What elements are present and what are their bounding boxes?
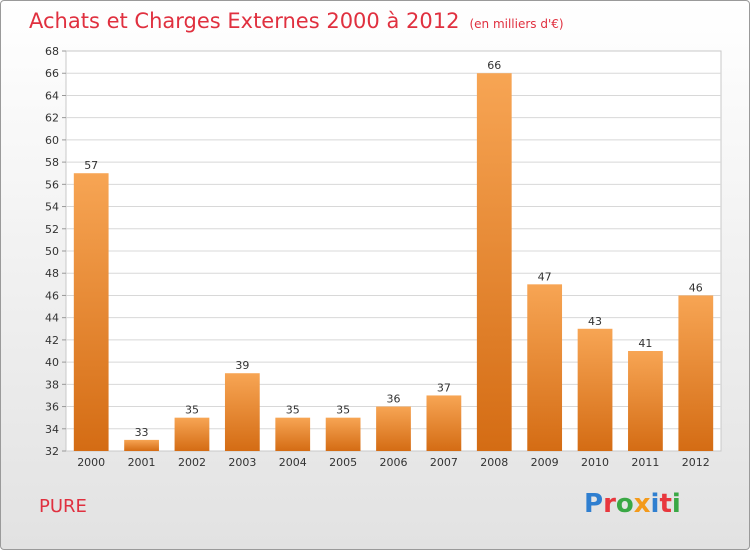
- value-label-2005: 35: [336, 404, 350, 417]
- value-label-2003: 39: [235, 359, 249, 372]
- value-label-2006: 36: [387, 393, 401, 406]
- logo-letter: x: [633, 489, 651, 519]
- logo-letter: t: [659, 489, 672, 519]
- logo-letter: P: [584, 489, 604, 519]
- x-tick-label-2002: 2002: [178, 456, 206, 469]
- logo-letter: i: [671, 489, 681, 519]
- y-axis-labels: 32 34 36 38 40 42 44 46 48 50 52 54 56 58 60 62 64 66 68: [45, 45, 66, 458]
- bar-2012[interactable]: [678, 295, 714, 451]
- y-tick-label: 58: [45, 156, 59, 169]
- x-tick-label-2005: 2005: [329, 456, 357, 469]
- bar-2006[interactable]: [376, 406, 411, 451]
- bar-2002[interactable]: [174, 417, 210, 451]
- bars: [73, 73, 714, 451]
- y-tick-label: 60: [45, 134, 59, 147]
- logo-letter: i: [650, 489, 660, 519]
- x-axis-labels: 2000 2001 2002 2003 2004 2005 2006 2007 2008 2009…: [77, 456, 710, 469]
- value-labels: 57 33 35 39 35 35 36 37 66 47 43 41 46: [84, 59, 703, 439]
- y-tick-label: 42: [45, 334, 59, 347]
- bar-2008[interactable]: [476, 73, 512, 451]
- bar-2004[interactable]: [275, 417, 311, 451]
- bar-2005[interactable]: [325, 417, 361, 451]
- y-tick-label: 50: [45, 245, 59, 258]
- x-tick-label-2008: 2008: [480, 456, 508, 469]
- y-tick-label: 54: [45, 201, 59, 214]
- value-label-2002: 35: [185, 404, 199, 417]
- value-label-2008: 66: [487, 59, 501, 72]
- value-label-2012: 46: [689, 281, 703, 294]
- bar-2003[interactable]: [224, 373, 260, 451]
- y-tick-label: 48: [45, 267, 59, 280]
- value-label-2010: 43: [588, 315, 602, 328]
- x-tick-label-2012: 2012: [682, 456, 710, 469]
- y-tick-label: 56: [45, 178, 59, 191]
- bar-2011[interactable]: [628, 351, 663, 451]
- x-tick-label-2003: 2003: [228, 456, 256, 469]
- y-tick-label: 36: [45, 401, 59, 414]
- y-tick-label: 64: [45, 89, 59, 102]
- x-tick-label-2001: 2001: [128, 456, 156, 469]
- value-label-2000: 57: [84, 159, 98, 172]
- proxiti-logo[interactable]: Proxiti: [584, 489, 681, 519]
- bar-2000[interactable]: [73, 173, 109, 451]
- chart-title: Achats et Charges Externes 2000 à 2012 (e…: [29, 9, 564, 33]
- y-tick-label: 44: [45, 312, 59, 325]
- y-tick-label: 32: [45, 445, 59, 458]
- chart-subtitle: (en milliers d'€): [469, 17, 564, 31]
- value-label-2009: 47: [538, 270, 552, 283]
- bar-2007[interactable]: [426, 395, 462, 451]
- value-label-2007: 37: [437, 381, 451, 394]
- value-label-2001: 33: [135, 426, 149, 439]
- x-tick-label-2006: 2006: [380, 456, 408, 469]
- y-tick-label: 34: [45, 423, 59, 436]
- town-name: PURE: [39, 496, 87, 517]
- x-tick-label-2007: 2007: [430, 456, 458, 469]
- x-tick-label-2009: 2009: [531, 456, 559, 469]
- chart-title-text: Achats et Charges Externes 2000 à 2012: [29, 9, 460, 33]
- bar-2009[interactable]: [527, 284, 563, 451]
- x-tick-label-2010: 2010: [581, 456, 609, 469]
- value-label-2011: 41: [638, 337, 652, 350]
- x-tick-label-2000: 2000: [77, 456, 105, 469]
- x-tick-label-2011: 2011: [631, 456, 659, 469]
- bar-2001[interactable]: [124, 439, 159, 451]
- y-tick-label: 66: [45, 67, 59, 80]
- y-tick-label: 52: [45, 223, 59, 236]
- logo-letter: o: [615, 489, 634, 519]
- y-tick-label: 40: [45, 356, 59, 369]
- y-tick-label: 68: [45, 45, 59, 58]
- y-tick-label: 62: [45, 112, 59, 125]
- bar-2010[interactable]: [577, 328, 613, 451]
- y-tick-label: 46: [45, 289, 59, 302]
- y-tick-label: 38: [45, 378, 59, 391]
- x-tick-label-2004: 2004: [279, 456, 307, 469]
- value-label-2004: 35: [286, 404, 300, 417]
- logo-letter: r: [603, 489, 616, 519]
